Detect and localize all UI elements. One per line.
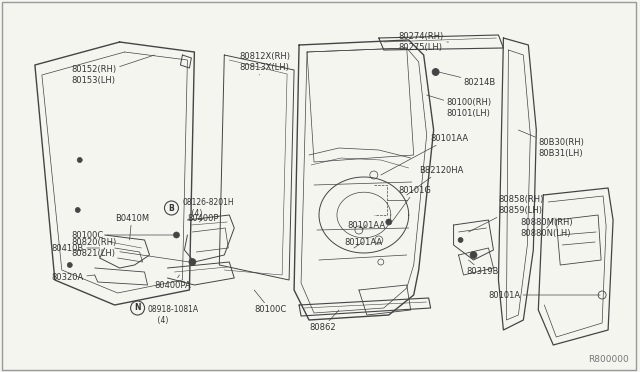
Text: 80320A: 80320A	[52, 273, 95, 282]
Text: 80100C: 80100C	[254, 290, 287, 314]
Text: 80152(RH)
80153(LH): 80152(RH) 80153(LH)	[72, 55, 154, 85]
Text: N: N	[134, 304, 141, 312]
Circle shape	[386, 219, 392, 225]
Text: B0410M: B0410M	[115, 214, 148, 240]
Text: 80274(RH)
80275(LH): 80274(RH) 80275(LH)	[399, 32, 449, 52]
Text: 80B30(RH)
80B31(LH): 80B30(RH) 80B31(LH)	[518, 130, 584, 158]
Text: 08126-8201H
    (4): 08126-8201H (4)	[182, 198, 234, 218]
Text: 80319B: 80319B	[467, 260, 499, 276]
Text: 80100(RH)
80101(LH): 80100(RH) 80101(LH)	[427, 95, 492, 118]
Circle shape	[76, 208, 80, 212]
Text: 80400P: 80400P	[188, 214, 219, 222]
Circle shape	[67, 263, 72, 267]
Text: 80400PA: 80400PA	[154, 275, 191, 289]
Text: 08918-1081A
    (4): 08918-1081A (4)	[148, 305, 198, 325]
Text: 80101AA: 80101AA	[381, 134, 468, 175]
Circle shape	[470, 251, 477, 259]
Text: 80858(RH)
80859(LH): 80858(RH) 80859(LH)	[468, 195, 544, 232]
Text: B: B	[168, 203, 174, 212]
Circle shape	[189, 259, 196, 266]
Text: 80812X(RH)
80813X(LH): 80812X(RH) 80813X(LH)	[239, 52, 291, 75]
Text: 80101AA: 80101AA	[347, 221, 385, 230]
Text: 80101AA: 80101AA	[344, 237, 382, 248]
Text: B82120HA: B82120HA	[407, 166, 463, 195]
Circle shape	[432, 68, 439, 76]
Text: 80101A: 80101A	[488, 291, 600, 299]
Text: 80214B: 80214B	[438, 72, 496, 87]
Circle shape	[77, 157, 83, 163]
Text: R800000: R800000	[588, 356, 629, 365]
Text: 80410B: 80410B	[52, 244, 100, 253]
Circle shape	[173, 232, 179, 238]
Circle shape	[458, 237, 463, 243]
Text: 80820(RH)
80821(LH): 80820(RH) 80821(LH)	[72, 238, 189, 262]
Text: 80880M(RH)
80880N(LH): 80880M(RH) 80880N(LH)	[520, 218, 573, 238]
Text: 80101G: 80101G	[392, 186, 431, 222]
Text: 80862: 80862	[309, 310, 339, 333]
Text: 80100C: 80100C	[72, 231, 173, 240]
